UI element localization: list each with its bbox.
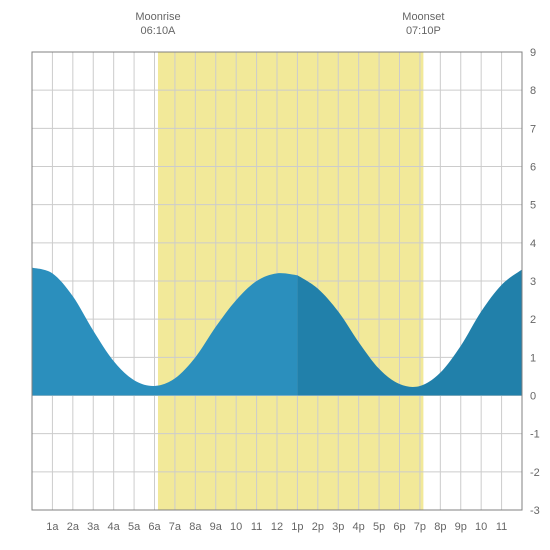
y-tick-label: -1	[530, 429, 540, 441]
x-tick-label: 6a	[148, 521, 161, 533]
moonrise-label: Moonrise	[135, 11, 180, 23]
x-tick-label: 10	[230, 521, 242, 533]
x-tick-label: 2a	[67, 521, 80, 533]
y-tick-label: 2	[530, 314, 536, 326]
y-tick-label: 5	[530, 200, 536, 212]
chart-svg: 1a2a3a4a5a6a7a8a9a1011121p2p3p4p5p6p7p8p…	[0, 0, 550, 550]
x-tick-label: 7a	[169, 521, 182, 533]
x-tick-label: 3a	[87, 521, 100, 533]
x-tick-label: 6p	[393, 521, 405, 533]
y-tick-label: 1	[530, 352, 536, 364]
moonset-label: Moonset	[402, 11, 444, 23]
y-tick-label: 3	[530, 276, 536, 288]
x-tick-label: 8p	[434, 521, 446, 533]
x-tick-label: 3p	[332, 521, 344, 533]
y-tick-label: -2	[530, 467, 540, 479]
x-tick-label: 11	[251, 521, 262, 533]
x-tick-label: 10	[475, 521, 487, 533]
moonrise-time: 06:10A	[141, 25, 177, 37]
y-tick-label: -3	[530, 505, 540, 517]
y-tick-label: 4	[530, 238, 536, 250]
x-tick-label: 5a	[128, 521, 141, 533]
x-tick-label: 12	[271, 521, 283, 533]
x-tick-label: 9a	[210, 521, 223, 533]
x-tick-label: 5p	[373, 521, 385, 533]
x-tick-label: 7p	[414, 521, 426, 533]
x-tick-label: 9p	[455, 521, 467, 533]
x-tick-label: 4a	[108, 521, 121, 533]
x-tick-label: 8a	[189, 521, 202, 533]
tide-chart: 1a2a3a4a5a6a7a8a9a1011121p2p3p4p5p6p7p8p…	[0, 0, 550, 550]
y-tick-label: 9	[530, 47, 536, 59]
x-tick-label: 1a	[46, 521, 59, 533]
y-tick-label: 0	[530, 391, 536, 403]
x-tick-label: 4p	[353, 521, 365, 533]
y-tick-label: 8	[530, 85, 536, 97]
x-tick-label: 11	[496, 521, 507, 533]
moonset-time: 07:10P	[406, 25, 441, 37]
x-tick-label: 1p	[291, 521, 303, 533]
y-tick-label: 7	[530, 123, 536, 135]
y-tick-label: 6	[530, 162, 536, 174]
x-tick-label: 2p	[312, 521, 324, 533]
